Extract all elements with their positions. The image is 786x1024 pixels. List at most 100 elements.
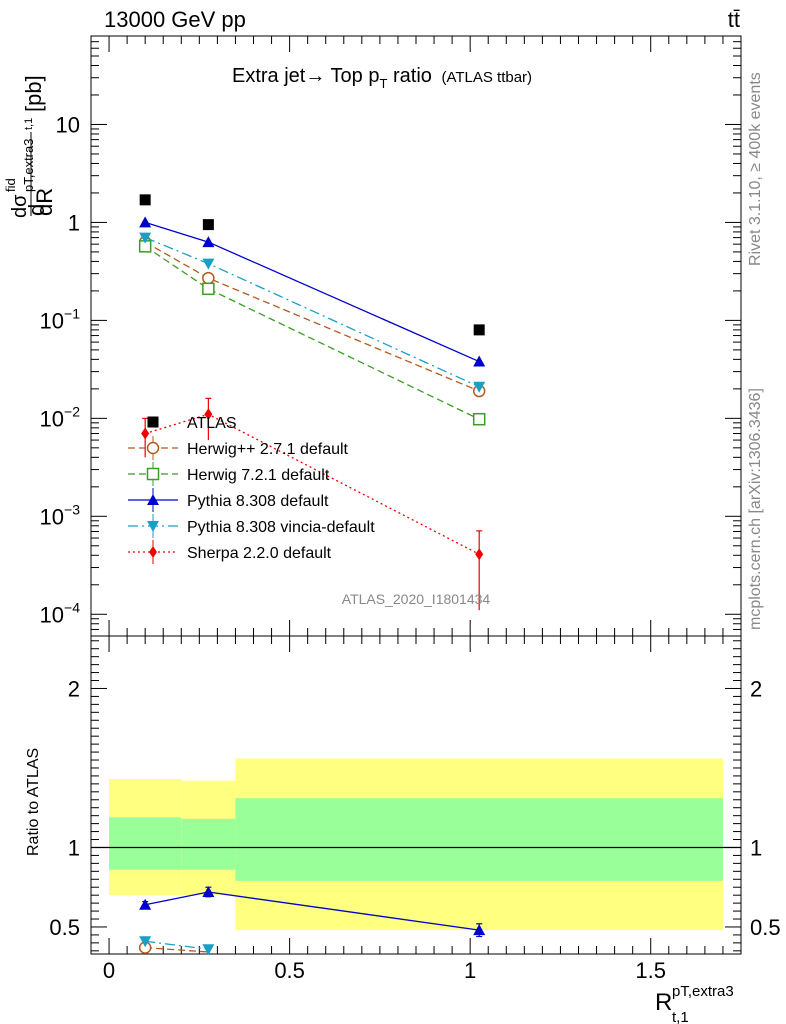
ylabel-dR: dR <box>32 188 57 216</box>
legend-entry: Herwig 7.2.1 default <box>128 462 330 486</box>
main-series-group <box>138 194 486 611</box>
main-y-tick-label: 10−3 <box>40 501 81 529</box>
series-line <box>144 241 480 392</box>
legend-label: ATLAS <box>187 415 237 432</box>
main-y-tick-label-exp: −4 <box>64 599 80 615</box>
ratio-data-point <box>139 936 152 948</box>
series-herwig-7-2-1-default <box>138 240 486 426</box>
ratio-series-group <box>138 885 486 956</box>
energy-label: 13000 GeV pp <box>104 7 246 32</box>
series-herwig-2-7-1-default <box>138 235 486 398</box>
x-tick-label: 0 <box>103 958 115 983</box>
legend-entry: ATLAS <box>147 415 237 432</box>
ratio-data-point <box>202 885 215 897</box>
x-tick-label: 1 <box>464 958 476 983</box>
ratio-series-pythia-8-308-vincia-default <box>139 936 215 956</box>
ratio-axes: 0.5 0.5 1 1 2 2 0 0.5 1 1.5 <box>49 636 781 983</box>
data-point <box>202 236 215 248</box>
chart-title-tail: ratio <box>387 65 431 87</box>
data-point <box>472 412 486 426</box>
data-point <box>202 271 215 285</box>
main-y-tick-label-base: 10 <box>56 112 80 137</box>
mcplots-label: mcplots.cern.ch [arXiv:1306.3436] <box>747 388 764 630</box>
ratio-y-tick-label-left: 2 <box>68 676 80 701</box>
ratio-series-line <box>145 940 209 950</box>
ylabel-t1: t,1 <box>23 118 35 130</box>
ratio-series-pythia-8-308-default <box>139 885 486 938</box>
data-point <box>473 355 486 367</box>
ratio-data-point <box>202 944 215 956</box>
data-point <box>202 258 215 270</box>
chart-title-note: (ATLAS ttbar) <box>441 69 532 86</box>
x-tick-label: 0.5 <box>274 958 305 983</box>
main-y-tick-label-base: 10 <box>40 602 64 627</box>
legend-marker <box>147 494 159 505</box>
ratio-data-point <box>139 898 152 910</box>
legend-marker <box>146 467 160 481</box>
xlabel-sup: pT,extra3 <box>672 983 734 1000</box>
main-y-tick-label-base: 10 <box>40 504 64 529</box>
legend-entry: Herwig++ 2.7.1 default <box>128 436 349 460</box>
data-point <box>141 427 150 440</box>
legend-label: Pythia 8.308 vincia-default <box>187 519 375 536</box>
ratio-y-axis-label: Ratio to ATLAS <box>25 748 42 856</box>
x-axis-label: R pT,extra3 t,1 <box>655 983 734 1024</box>
ylabel-d: d <box>24 204 49 216</box>
legend-marker <box>146 441 160 455</box>
main-y-tick-label-base: 1 <box>68 210 80 235</box>
data-point <box>139 194 151 206</box>
xlabel-main: R <box>655 989 672 1016</box>
inner-uncertainty-band <box>109 817 182 870</box>
ratio-uncertainty-bands <box>91 758 741 931</box>
legend-entry: Sherpa 2.2.0 default <box>128 540 332 564</box>
main-y-tick-label: 1 <box>68 210 80 235</box>
ylabel-unit: [pb] <box>21 75 46 112</box>
data-point <box>475 548 484 561</box>
process-label: tt̄ <box>728 7 740 32</box>
xlabel-sub: t,1 <box>672 1009 689 1024</box>
ratio-y-tick-label-right: 1 <box>750 835 762 860</box>
main-y-tick-label: 10−1 <box>40 305 81 333</box>
series-atlas <box>139 194 485 336</box>
ratio-y-tick-label-right: 0.5 <box>750 915 781 940</box>
main-y-tick-label-exp: −3 <box>64 501 80 517</box>
series-line <box>144 221 480 363</box>
ylabel-fid: fid <box>3 178 18 192</box>
data-point <box>204 408 213 421</box>
legend-label: Herwig++ 2.7.1 default <box>187 441 349 458</box>
main-y-tick-label: 10 <box>56 112 80 137</box>
legend-entry: Pythia 8.308 vincia-default <box>128 514 375 538</box>
main-y-tick-label-base: 10 <box>40 406 64 431</box>
series-sherpa-2-2-0-default <box>141 397 484 611</box>
data-point <box>473 324 485 336</box>
main-y-axis-label: d dσ fid pT,extra3 dR t,1 [pb] <box>3 75 57 218</box>
inner-uncertainty-band <box>181 818 236 870</box>
ratio-y-tick-label-right: 2 <box>750 676 762 701</box>
ylabel-sub: pT,extra3 <box>21 139 36 192</box>
data-point <box>202 282 215 296</box>
chart-title-main: Extra jet→ Top p <box>232 65 379 87</box>
legend-label: Sherpa 2.2.0 default <box>187 545 332 562</box>
legend-entry: Pythia 8.308 default <box>128 488 329 512</box>
legend-marker <box>147 416 159 428</box>
main-y-tick-label: 10−4 <box>40 599 81 627</box>
ratio-y-tick-label-left: 1 <box>68 835 80 860</box>
inner-uncertainty-band <box>235 798 723 881</box>
legend-marker <box>149 546 157 558</box>
ratio-series-herwig-2-7-1-default <box>138 941 209 954</box>
series-pythia-8-308-default <box>139 216 486 367</box>
legend-label: Pythia 8.308 default <box>187 493 329 510</box>
series-pythia-8-308-vincia-default <box>139 232 486 393</box>
chart-title: Extra jet→ Top pT ratio (ATLAS ttbar) <box>232 65 532 91</box>
main-y-tick-label-exp: −2 <box>64 403 80 419</box>
series-line <box>144 237 480 388</box>
main-y-tick-label-base: 10 <box>40 308 64 333</box>
series-line <box>144 245 480 420</box>
ylabel-dsigma: dσ <box>9 194 31 218</box>
main-y-tick-label-exp: −1 <box>64 305 80 321</box>
legend-label: Herwig 7.2.1 default <box>187 467 330 484</box>
legend-marker <box>147 521 159 532</box>
x-tick-label: 1.5 <box>635 958 666 983</box>
